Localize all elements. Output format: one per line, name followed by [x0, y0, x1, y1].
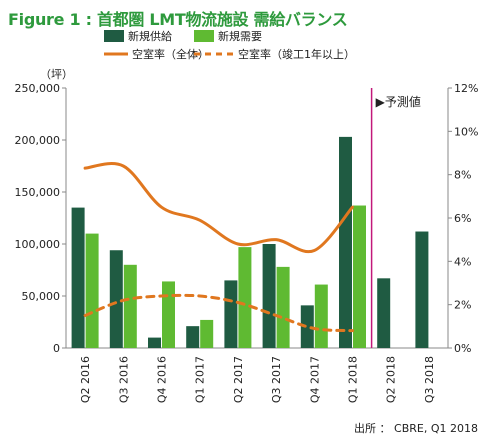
line-vacancy-1yr: [83, 293, 354, 333]
y-right-tick-label: 0%: [454, 342, 471, 355]
x-tick-label: Q2 2016: [79, 356, 92, 403]
y-left-tick-label: 150,000: [15, 186, 61, 199]
legend-swatch: [194, 30, 214, 42]
x-tick-label: Q3 2016: [117, 356, 130, 403]
bar-supply: [300, 305, 314, 348]
bar-demand: [85, 233, 99, 348]
bar-demand: [353, 205, 366, 348]
bar-supply: [148, 337, 161, 348]
y-left-tick-label: 100,000: [15, 238, 61, 251]
line-vacancy-all: [83, 162, 354, 254]
x-tick-label: Q3 2018: [423, 356, 436, 403]
chart-title: Figure 1 : 首都圏 LMT物流施設 需給バランス: [8, 10, 348, 29]
bar-supply: [71, 207, 85, 348]
bar-demand: [238, 247, 252, 348]
forecast-marker: ▶予測値: [370, 88, 421, 348]
axes: 0 50,000 100,000 150,000 200,000 250,000 0% 2% 4…: [15, 82, 479, 355]
y-right-tick-label: 12%: [454, 82, 478, 95]
bar-demand: [314, 284, 328, 348]
bars: [71, 136, 429, 348]
source-note: 出所 ： CBRE, Q1 2018: [354, 422, 478, 435]
bar-demand: [200, 319, 214, 348]
x-tick-label: Q4 2016: [156, 356, 169, 403]
forecast-label: ▶予測値: [376, 94, 421, 109]
x-tick-label: Q1 2018: [347, 356, 360, 403]
vacancy-lines: [83, 162, 354, 333]
x-tick-label: Q2 2018: [385, 356, 398, 403]
y-right-tick-label: 10%: [454, 125, 478, 138]
x-axis-labels: Q2 2016 Q3 2016 Q4 2016 Q1 2017 Q2 2017 Q3 20…: [79, 356, 436, 403]
bar-supply: [224, 280, 238, 348]
y-left-tick-label: 50,000: [22, 290, 61, 303]
bar-supply: [415, 231, 429, 348]
legend-label: 新規供給: [128, 29, 172, 43]
x-tick-label: Q2 2017: [232, 356, 245, 403]
bar-demand: [123, 264, 137, 348]
y-right-tick-label: 6%: [454, 212, 471, 225]
x-tick-label: Q4 2017: [308, 356, 321, 403]
legend-label: 新規需要: [218, 29, 262, 43]
bar-supply: [262, 244, 276, 348]
bar-supply: [339, 136, 352, 348]
legend-label: 空室率（全体）: [132, 47, 209, 61]
x-tick-label: Q3 2017: [270, 356, 283, 403]
y-left-tick-label: 250,000: [15, 82, 61, 95]
legend-swatch: [104, 30, 124, 42]
bar-supply: [186, 326, 200, 348]
y-left-tick-label: 0: [53, 342, 60, 355]
y-left-unit-label: （坪）: [40, 68, 73, 81]
bar-demand: [162, 281, 175, 348]
y-left-tick-label: 200,000: [15, 134, 61, 147]
bar-supply: [377, 278, 391, 348]
x-tick-label: Q1 2017: [194, 356, 207, 403]
y-right-tick-label: 8%: [454, 169, 471, 182]
y-right-tick-label: 4%: [454, 255, 471, 268]
bar-supply: [109, 250, 123, 348]
legend-label: 空室率（竣工1年以上）: [238, 47, 355, 61]
bar-demand: [276, 266, 290, 348]
y-right-tick-label: 2%: [454, 299, 471, 312]
